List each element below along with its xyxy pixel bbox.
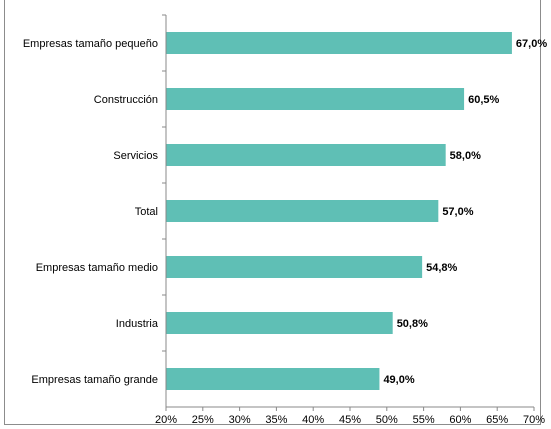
category-label-4: Empresas tamaño medio xyxy=(36,262,158,274)
x-tick-label-2: 30% xyxy=(229,414,251,426)
category-label-0: Empresas tamaño pequeño xyxy=(23,38,158,50)
value-label-4: 54,8% xyxy=(426,262,457,274)
bar-5 xyxy=(166,312,393,334)
x-tick-label-6: 50% xyxy=(376,414,398,426)
x-tick-label-10: 70% xyxy=(523,414,545,426)
x-tick-label-9: 65% xyxy=(486,414,508,426)
value-label-5: 50,8% xyxy=(397,318,428,330)
x-tick-label-4: 40% xyxy=(302,414,324,426)
axes-group xyxy=(162,14,535,411)
labels-group: Empresas tamaño pequeño 67,0% Construcción… xyxy=(23,38,547,426)
bar-2 xyxy=(166,144,446,166)
value-label-2: 58,0% xyxy=(450,150,481,162)
category-label-3: Total xyxy=(135,206,158,218)
bar-1 xyxy=(166,88,465,110)
x-tick-label-3: 35% xyxy=(265,414,287,426)
category-label-5: Industria xyxy=(116,318,159,330)
x-tick-label-0: 20% xyxy=(155,414,177,426)
x-tick-label-8: 60% xyxy=(449,414,471,426)
x-tick-label-5: 45% xyxy=(339,414,361,426)
bar-6 xyxy=(166,368,380,390)
x-tick-label-1: 25% xyxy=(192,414,214,426)
value-label-0: 67,0% xyxy=(516,38,547,50)
category-label-6: Empresas tamaño grande xyxy=(31,374,158,386)
value-label-1: 60,5% xyxy=(468,94,499,106)
bars-group xyxy=(166,32,512,390)
value-label-3: 57,0% xyxy=(442,206,473,218)
bar-3 xyxy=(166,200,439,222)
category-label-1: Construcción xyxy=(94,94,158,106)
bar-4 xyxy=(166,256,423,278)
bar-0 xyxy=(166,32,512,54)
value-label-6: 49,0% xyxy=(383,374,414,386)
x-tick-label-7: 55% xyxy=(413,414,435,426)
category-label-2: Servicios xyxy=(113,150,158,162)
